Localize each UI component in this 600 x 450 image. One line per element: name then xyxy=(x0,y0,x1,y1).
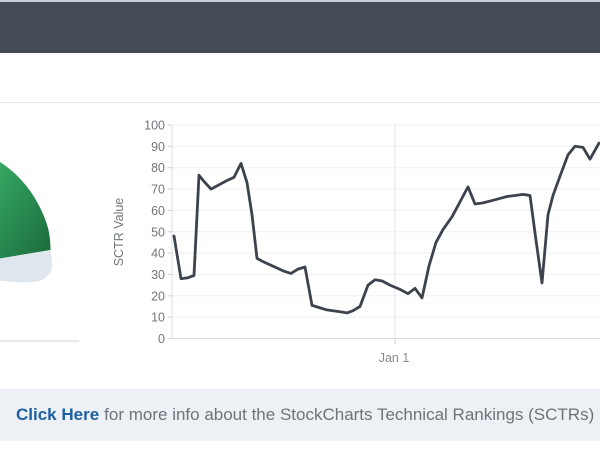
x-tick-label: Jan 1 xyxy=(379,351,410,365)
y-tick-label: 70 xyxy=(151,183,165,197)
y-tick-label: 20 xyxy=(151,289,165,303)
sctr-series-line xyxy=(172,141,600,315)
y-tick-label: 50 xyxy=(151,225,165,239)
y-tick-label: 80 xyxy=(151,161,165,175)
gauge-green-sector xyxy=(0,162,51,259)
y-tick-label: 100 xyxy=(144,119,165,133)
gauge-panel-border xyxy=(0,340,79,342)
y-tick-label: 10 xyxy=(151,311,165,325)
y-tick-label: 60 xyxy=(151,204,165,218)
page-top-strip xyxy=(0,0,600,2)
info-banner: Click Here for more info about the Stock… xyxy=(0,389,600,441)
info-banner-text: for more info about the StockCharts Tech… xyxy=(104,405,595,424)
page-bottom-strip xyxy=(0,441,600,450)
sctr-gauge xyxy=(0,162,52,283)
top-nav-bar xyxy=(0,2,600,53)
y-tick-label: 40 xyxy=(151,247,165,261)
gauge-remainder-sector xyxy=(0,250,52,283)
y-axis-title: SCTR Value xyxy=(112,198,126,267)
content-divider-line xyxy=(0,102,600,103)
y-tick-label: 30 xyxy=(151,268,165,282)
click-here-link[interactable]: Click Here xyxy=(16,405,100,424)
y-tick-label: 90 xyxy=(151,140,165,154)
y-tick-label: 0 xyxy=(158,332,165,346)
